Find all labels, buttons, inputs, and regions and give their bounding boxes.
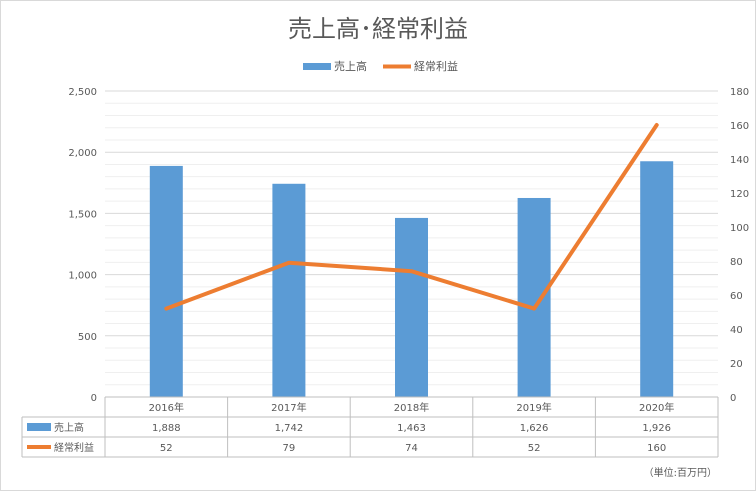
- category-label: 2019年: [516, 401, 551, 414]
- table-cell-profit: 74: [405, 443, 418, 454]
- category-label: 2020年: [639, 401, 674, 414]
- legend-label-profit: 経常利益: [414, 59, 458, 73]
- bar-sales: [149, 165, 183, 397]
- table-cell-profit: 52: [528, 443, 541, 454]
- right-tick-label: 120: [730, 189, 749, 200]
- right-tick-label: 60: [730, 291, 743, 302]
- left-tick-label: 2,000: [68, 148, 97, 159]
- table-row-label-sales: 売上高: [54, 421, 84, 434]
- bar-sales: [517, 197, 551, 397]
- right-tick-label: 140: [730, 155, 749, 166]
- line-profit: [164, 123, 659, 311]
- legend-swatch-sales: [303, 63, 331, 70]
- table-cell-sales: 1,888: [152, 423, 181, 434]
- legend-label-sales: 売上高: [334, 59, 367, 73]
- right-tick-label: 0: [730, 393, 736, 404]
- left-tick-label: 500: [78, 332, 97, 343]
- right-tick-label: 180: [730, 87, 749, 98]
- category-label: 2017年: [271, 401, 306, 414]
- category-label: 2018年: [394, 401, 429, 414]
- table-cell-profit: 52: [160, 443, 173, 454]
- table-cell-sales: 1,626: [520, 423, 549, 434]
- left-axis: 0 500 1,000 1,500 2,000 2,500: [68, 87, 97, 404]
- right-tick-label: 100: [730, 223, 749, 234]
- table-cell-sales: 1,926: [642, 423, 671, 434]
- table-cell-sales: 1,463: [397, 423, 426, 434]
- right-tick-label: 20: [730, 359, 743, 370]
- legend: 売上高 経常利益: [303, 59, 458, 73]
- profit-line: [164, 123, 659, 311]
- bar-sales: [640, 161, 674, 397]
- right-tick-label: 40: [730, 325, 743, 336]
- bar-sales: [395, 217, 428, 397]
- left-tick-label: 0: [91, 393, 97, 404]
- left-tick-label: 2,500: [68, 87, 97, 98]
- table-cell-sales: 1,742: [275, 423, 304, 434]
- left-tick-label: 1,500: [68, 209, 97, 220]
- chart-title: 売上高･経常利益: [288, 15, 468, 43]
- right-axis: 0 20 40 60 80 100 120 140 160 180: [730, 87, 749, 404]
- right-tick-label: 160: [730, 121, 749, 132]
- table-swatch-sales: [27, 423, 51, 431]
- unit-note: （単位:百万円）: [644, 466, 717, 479]
- table-cell-profit: 79: [283, 443, 296, 454]
- table-cell-profit: 160: [647, 443, 666, 454]
- table-row-label-profit: 経常利益: [54, 441, 94, 454]
- sales-bars: [149, 161, 674, 397]
- category-label: 2016年: [149, 401, 184, 414]
- left-tick-label: 1,000: [68, 271, 97, 282]
- bar-sales: [272, 183, 306, 397]
- right-tick-label: 80: [730, 257, 743, 268]
